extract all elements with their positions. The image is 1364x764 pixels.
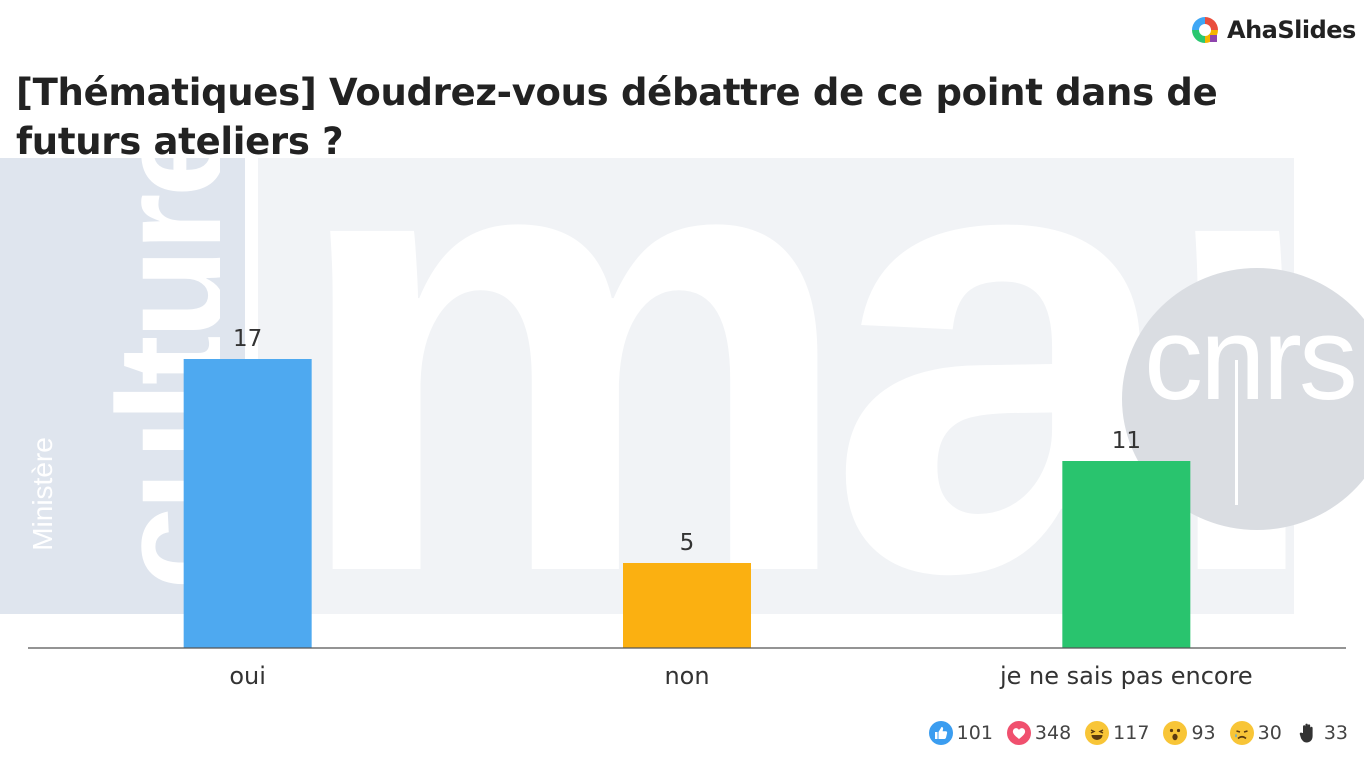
- bar-value-label: 11: [1112, 428, 1141, 454]
- reaction-count: 348: [1034, 722, 1072, 744]
- background-cnrs-logo-text: cnrs: [1144, 293, 1358, 425]
- ahaslides-logo-icon: [1192, 17, 1218, 43]
- bar-value-label: 17: [233, 326, 262, 352]
- heart-icon: [1006, 721, 1031, 745]
- reaction-count: 30: [1257, 722, 1282, 744]
- category-label: non: [664, 662, 709, 690]
- reaction-sad[interactable]: 30: [1229, 721, 1282, 745]
- sad-face-icon: [1229, 721, 1254, 745]
- surprised-face-icon: [1163, 721, 1188, 745]
- laughing-face-icon: [1085, 721, 1110, 745]
- background-cnrs-line: [1235, 360, 1238, 505]
- reaction-laughing[interactable]: 117: [1085, 721, 1149, 745]
- bar-0: [183, 359, 312, 648]
- reaction-count: 117: [1113, 722, 1150, 744]
- reaction-count: 33: [1323, 722, 1348, 744]
- ahaslides-logo[interactable]: AhaSlides: [1190, 14, 1356, 46]
- reaction-raised-hand[interactable]: 33: [1296, 721, 1348, 745]
- slide-title: [Thématiques] Voudrez-vous débattre de c…: [16, 71, 1218, 163]
- bar-value-label: 5: [680, 530, 695, 556]
- reaction-heart[interactable]: 348: [1006, 721, 1072, 745]
- reactions-bar: 101 348 117 93 30: [915, 718, 1348, 748]
- category-label: oui: [229, 662, 266, 690]
- thumbs-up-icon: [928, 721, 953, 745]
- reaction-thumbs-up[interactable]: 101: [928, 721, 993, 745]
- bar-1: [623, 563, 751, 648]
- category-label: je ne sais pas encore: [999, 662, 1253, 690]
- raised-hand-icon: [1299, 723, 1313, 743]
- reaction-surprised[interactable]: 93: [1163, 721, 1216, 745]
- ahaslides-logo-text: AhaSlides: [1227, 16, 1356, 44]
- reaction-count: 93: [1191, 722, 1216, 744]
- reaction-count: 101: [956, 722, 993, 744]
- bar-2: [1062, 461, 1191, 648]
